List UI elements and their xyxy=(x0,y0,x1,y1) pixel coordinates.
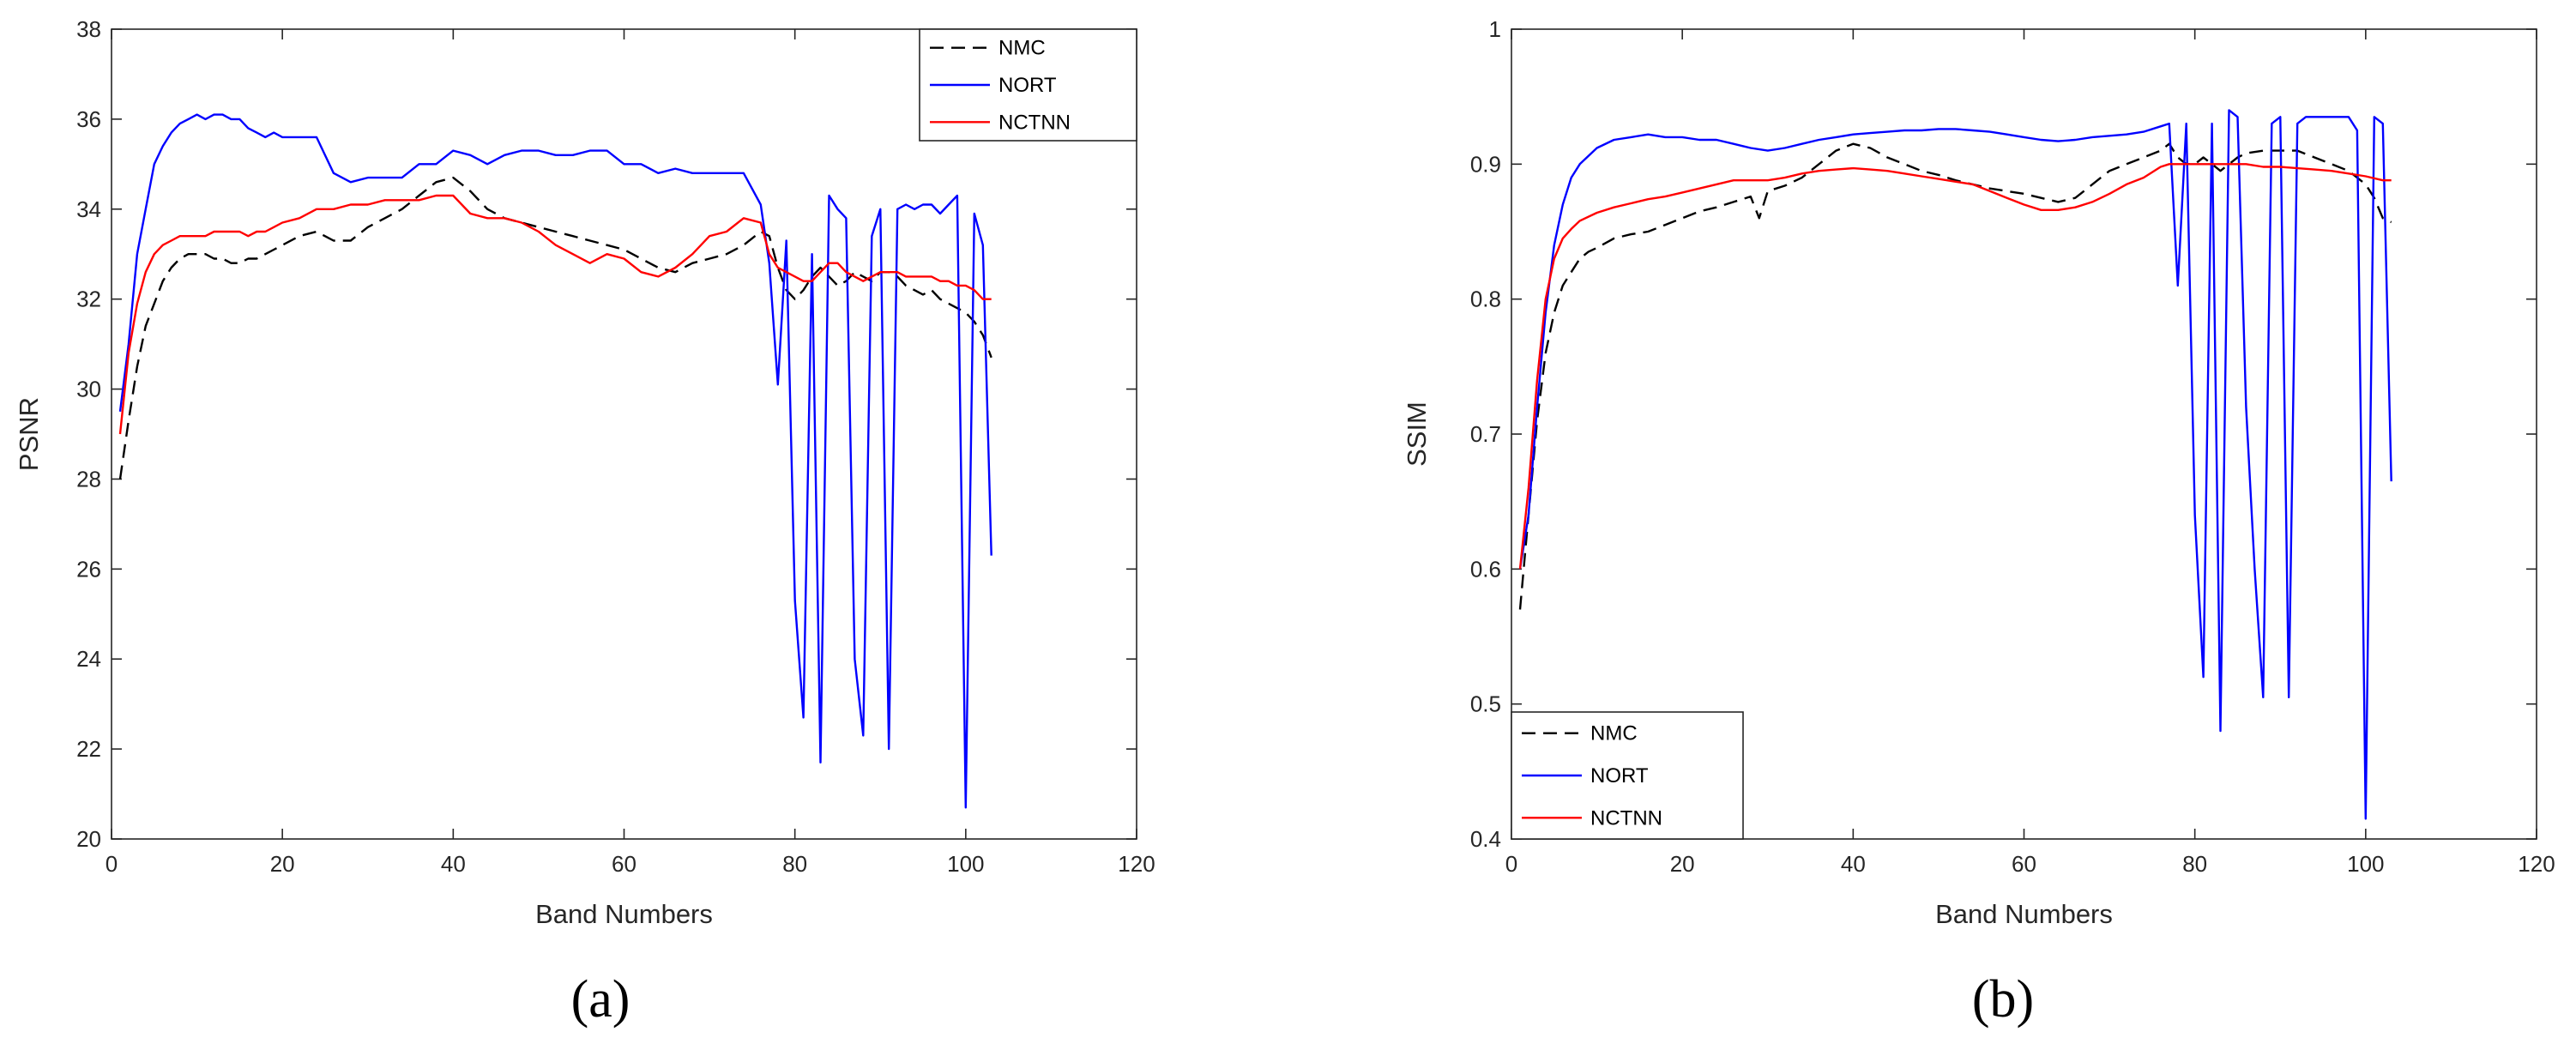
legend-label: NCTNN xyxy=(998,111,1071,134)
y-tick-label: 30 xyxy=(76,377,101,402)
y-tick-label: 0.8 xyxy=(1470,287,1501,312)
y-tick-label: 1 xyxy=(1489,16,1501,42)
x-axis-label: Band Numbers xyxy=(1935,899,2113,929)
x-tick-label: 20 xyxy=(270,851,295,877)
x-tick-label: 100 xyxy=(947,851,984,877)
legend: NMC NORT NCTNN xyxy=(919,28,1137,142)
x-tick-label: 80 xyxy=(2182,851,2207,877)
x-tick-label: 120 xyxy=(1118,851,1155,877)
series-line-nort xyxy=(118,113,992,809)
series-line-nmc xyxy=(1518,142,2392,610)
y-tick-label: 36 xyxy=(76,106,101,132)
legend-label: NORT xyxy=(998,74,1057,97)
x-tick-label: 60 xyxy=(612,851,636,877)
y-tick-label: 0.4 xyxy=(1470,826,1501,852)
y-tick-label: 24 xyxy=(76,646,101,672)
panel-caption: (a) xyxy=(571,970,630,1029)
x-axis-label: Band Numbers xyxy=(535,899,713,929)
legend-label: NORT xyxy=(1590,764,1649,788)
chart-panel-a: 0 20 40 60 80 100 12020222426283032343638Band … xyxy=(14,16,1155,1029)
chart-panel-b: 0 20 40 60 80 100 120 0.4 0.5 0.6 0.7 0.8 0.9 1 Band N… xyxy=(1402,16,2555,1029)
y-tick-label: 0.5 xyxy=(1470,691,1501,717)
x-tick-label: 40 xyxy=(441,851,466,877)
x-tick-label: 60 xyxy=(2012,851,2036,877)
y-axis-label: SSIM xyxy=(1402,401,1432,467)
y-tick-label: 32 xyxy=(76,287,101,312)
series-group xyxy=(118,113,992,809)
legend-label: NMC xyxy=(1590,722,1638,745)
legend-label: NMC xyxy=(998,37,1046,60)
x-tick-label: 120 xyxy=(2518,851,2555,877)
y-axis-label: PSNR xyxy=(14,397,44,471)
panel-caption: (b) xyxy=(1972,970,2034,1029)
x-tick-label: 0 xyxy=(106,851,118,877)
y-tick-label: 20 xyxy=(76,826,101,852)
series-line-nctnn xyxy=(1518,163,2392,570)
y-tick-label: 0.7 xyxy=(1470,421,1501,447)
series-line-nctnn xyxy=(118,194,992,435)
plot-area xyxy=(1511,28,2537,840)
series-group xyxy=(1518,109,2392,820)
plot-area xyxy=(111,28,1137,840)
y-tick-label: 0.6 xyxy=(1470,556,1501,582)
x-tick-label: 20 xyxy=(1670,851,1695,877)
series-line-nort xyxy=(1518,109,2392,820)
y-tick-label: 34 xyxy=(76,196,101,222)
legend: NMC NORT NCTNN xyxy=(1511,711,1744,840)
y-tick-label: 0.9 xyxy=(1470,151,1501,177)
y-tick-label: 28 xyxy=(76,466,101,492)
x-tick-label: 0 xyxy=(1505,851,1517,877)
x-tick-label: 80 xyxy=(782,851,807,877)
y-tick-label: 22 xyxy=(76,736,101,762)
y-tick-label: 26 xyxy=(76,556,101,582)
x-tick-label: 100 xyxy=(2347,851,2384,877)
x-tick-label: 40 xyxy=(1841,851,1866,877)
legend-label: NCTNN xyxy=(1590,806,1662,830)
y-tick-label: 38 xyxy=(76,16,101,42)
